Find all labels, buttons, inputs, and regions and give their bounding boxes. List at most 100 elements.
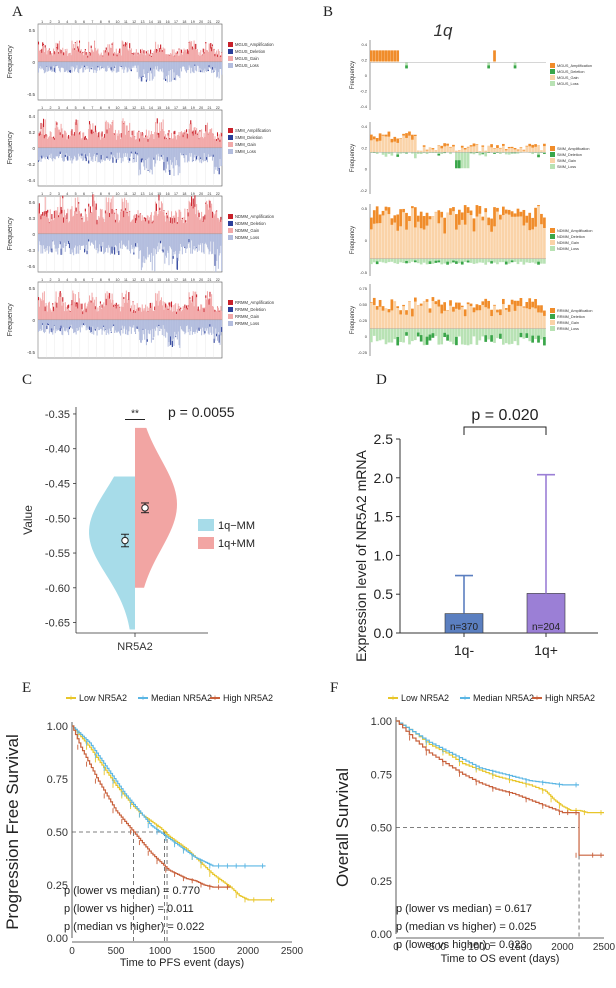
loss-bar xyxy=(487,258,490,263)
y-tick-label: -0.6 xyxy=(27,264,35,269)
loss-bar xyxy=(194,233,196,251)
loss-bar xyxy=(425,152,429,155)
amplification-bar xyxy=(411,206,414,209)
loss-bar xyxy=(150,319,152,343)
deletion-bar xyxy=(543,153,546,155)
loss-bar xyxy=(390,152,394,156)
gain-bar xyxy=(145,304,147,320)
gain-bar xyxy=(175,210,177,234)
gain-bar xyxy=(121,40,123,62)
loss-bar xyxy=(160,61,162,72)
amplification-bar xyxy=(89,52,91,53)
gain-bar xyxy=(163,48,165,62)
gain-bar xyxy=(405,310,408,329)
gain-bar xyxy=(95,51,97,62)
gain-bar xyxy=(108,123,110,148)
legend-swatch xyxy=(550,69,555,74)
gain-bar xyxy=(64,48,66,62)
gain-bar xyxy=(216,311,218,320)
loss-bar xyxy=(121,319,123,326)
amplification-bar xyxy=(187,50,189,55)
gain-bar xyxy=(89,123,91,148)
amplification-bar xyxy=(408,216,411,222)
gain-bar xyxy=(189,202,191,234)
loss-bar xyxy=(195,61,197,71)
gain-bar xyxy=(121,198,123,234)
loss-bar xyxy=(182,147,184,156)
loss-bar xyxy=(440,152,444,154)
gain-bar xyxy=(131,311,133,320)
gain-bar xyxy=(469,210,473,259)
loss-bar xyxy=(155,319,157,327)
loss-bar xyxy=(210,233,212,242)
amplification-bar xyxy=(463,148,467,150)
amplification-bar xyxy=(85,308,87,313)
loss-bar xyxy=(440,328,444,345)
loss-bar xyxy=(534,152,537,153)
gain-bar xyxy=(510,146,514,153)
gain-bar xyxy=(46,54,48,62)
loss-bar xyxy=(162,233,164,253)
gain-bar xyxy=(211,211,213,234)
gain-bar xyxy=(135,311,137,320)
gain-bar xyxy=(71,40,73,62)
gain-bar xyxy=(460,212,464,259)
gain-bar xyxy=(72,290,74,320)
loss-bar xyxy=(513,258,517,262)
gain-bar xyxy=(134,304,136,320)
gain-bar xyxy=(58,215,60,234)
loss-bar xyxy=(85,233,87,245)
loss-bar xyxy=(165,61,167,77)
gain-bar xyxy=(150,305,152,320)
loss-bar xyxy=(169,233,171,246)
loss-bar xyxy=(152,233,154,256)
amplification-bar xyxy=(428,216,432,220)
y-tick-label: 0.5 xyxy=(29,286,36,291)
loss-bar xyxy=(216,233,218,261)
amplification-bar xyxy=(205,42,207,44)
loss-bar xyxy=(47,147,49,159)
loss-bar xyxy=(147,233,149,258)
amplification-bar xyxy=(43,211,45,216)
y-tick-label: 0.4 xyxy=(361,42,367,47)
gain-bar xyxy=(158,194,160,234)
amplification-bar xyxy=(434,301,438,305)
legend-swatch xyxy=(550,240,555,245)
loss-bar xyxy=(402,152,405,154)
loss-bar xyxy=(384,328,388,345)
loss-bar xyxy=(81,61,83,66)
chromosome-tick-label: 21 xyxy=(207,106,211,110)
loss-bar xyxy=(216,61,218,78)
legend-label: Low NR5A2 xyxy=(401,693,449,703)
loss-bar xyxy=(68,147,70,157)
gain-bar xyxy=(372,297,376,329)
amplification-bar xyxy=(431,148,435,150)
gain-bar xyxy=(475,205,479,259)
gain-bar xyxy=(184,50,186,62)
gain-bar xyxy=(83,222,85,234)
gain-bar xyxy=(38,208,40,234)
deletion-bar xyxy=(206,157,208,160)
amplification-bar xyxy=(422,216,426,230)
loss-bar xyxy=(411,328,414,342)
loss-bar xyxy=(44,233,46,252)
loss-bar xyxy=(141,233,143,268)
amplification-bar xyxy=(115,302,117,309)
gain-bar xyxy=(147,311,149,320)
gain-bar xyxy=(51,52,53,62)
loss-bar xyxy=(55,61,57,67)
loss-bar xyxy=(434,328,438,337)
amplification-bar xyxy=(81,303,83,310)
deletion-bar xyxy=(200,157,202,159)
loss-bar xyxy=(209,147,211,157)
loss-bar xyxy=(208,147,210,158)
gain-bar xyxy=(65,132,67,148)
gain-bar xyxy=(199,130,201,148)
gain-bar xyxy=(146,306,148,320)
amplification-bar xyxy=(189,297,191,299)
loss-bar xyxy=(121,233,123,249)
gain-bar xyxy=(387,309,391,329)
loss-bar xyxy=(43,233,45,249)
gain-bar xyxy=(50,310,52,320)
gain-bar xyxy=(156,215,158,234)
